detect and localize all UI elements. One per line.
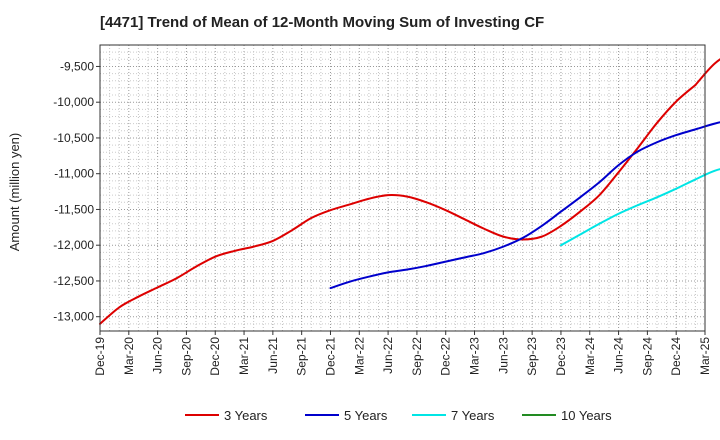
x-tick-label: Jun-24 (612, 337, 626, 374)
legend-label-7-years: 7 Years (451, 408, 495, 423)
y-tick-label: -12,500 (53, 274, 94, 288)
x-tick-label: Sep-22 (410, 337, 424, 376)
y-tick-label: -13,000 (53, 310, 94, 324)
plot-frame (99, 44, 706, 332)
x-tick-label: Jun-20 (151, 337, 165, 374)
x-tick-label: Sep-24 (640, 337, 654, 376)
x-tick-label: Dec-19 (93, 337, 107, 376)
legend: 3 Years 5 Years 7 Years 10 Years (185, 408, 612, 423)
chart-title: [4471] Trend of Mean of 12-Month Moving … (100, 14, 544, 31)
x-tick-label: Jun-23 (496, 337, 510, 374)
x-tick-label: Mar-25 (698, 337, 712, 375)
series-line-3-years (99, 84, 697, 325)
x-tick-label: Dec-24 (669, 337, 683, 376)
legend-label-3-years: 3 Years (224, 408, 268, 423)
series-line-5-years (329, 121, 720, 290)
y-tick-label: -11,000 (54, 167, 94, 181)
grid (99, 44, 706, 332)
x-tick-label: Jun-22 (381, 337, 395, 374)
y-tick-label: -10,500 (53, 131, 94, 145)
y-tick-label: -10,000 (53, 95, 94, 109)
series-line-7-years (559, 168, 720, 247)
x-tick-label: Dec-21 (323, 337, 337, 376)
legend-label-10-years: 10 Years (561, 408, 612, 423)
y-axis-label: Amount (million yen) (7, 133, 22, 252)
x-tick-label: Mar-20 (122, 337, 136, 375)
x-tick-label: Mar-24 (583, 337, 597, 375)
x-tick-label: Mar-22 (352, 337, 366, 375)
x-tick-label: Dec-20 (208, 337, 222, 376)
y-tick-label: -9,500 (60, 59, 94, 73)
series-layer (99, 58, 720, 325)
x-tick-label: Sep-20 (179, 337, 193, 376)
series-line-3-years (694, 58, 720, 87)
x-tick-label: Sep-21 (295, 337, 309, 376)
x-ticks: Dec-19 Mar-20 Jun-20 Sep-20 Dec-20 Mar-21 Jun-… (93, 331, 712, 376)
x-tick-label: Mar-21 (237, 337, 251, 375)
legend-label-5-years: 5 Years (344, 408, 388, 423)
x-tick-label: Dec-22 (439, 337, 453, 376)
x-tick-label: Dec-23 (554, 337, 568, 376)
x-tick-label: Mar-23 (468, 337, 482, 375)
y-tick-label: -12,000 (53, 238, 94, 252)
y-ticks: -13,000 -12,500 -12,000 -11,500 -11,000 -10,5… (53, 59, 100, 324)
x-tick-label: Sep-23 (525, 337, 539, 376)
y-tick-label: -11,500 (54, 202, 94, 216)
x-tick-label: Jun-21 (266, 337, 280, 374)
